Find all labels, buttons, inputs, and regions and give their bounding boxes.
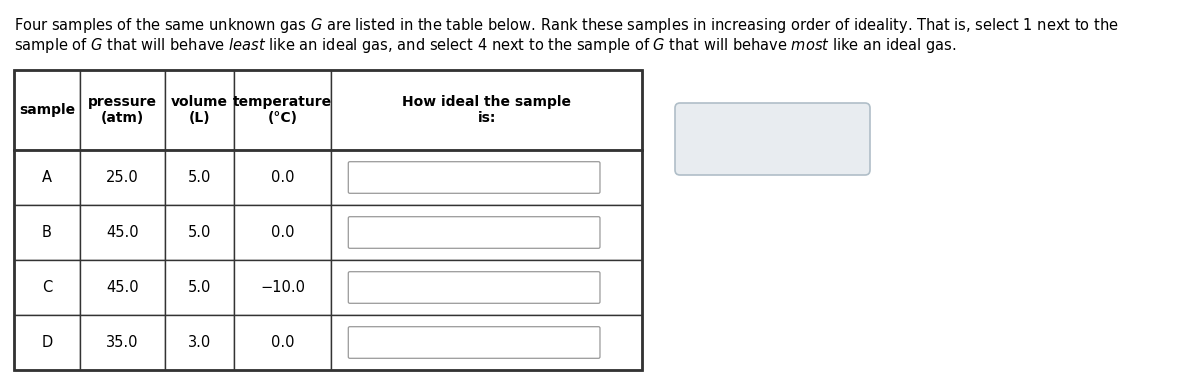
Bar — [80, 70, 164, 150]
FancyBboxPatch shape — [348, 217, 600, 248]
Text: (Choose one): (Choose one) — [410, 281, 498, 294]
Bar — [14, 70, 642, 370]
Bar — [234, 315, 331, 370]
Text: B: B — [42, 225, 52, 240]
Bar — [331, 315, 642, 370]
Text: How ideal the sample
is:: How ideal the sample is: — [402, 95, 571, 125]
Text: 5.0: 5.0 — [187, 170, 211, 185]
Text: 45.0: 45.0 — [106, 225, 139, 240]
Bar — [164, 70, 234, 150]
FancyBboxPatch shape — [348, 272, 600, 303]
Text: ?: ? — [827, 130, 836, 149]
Bar — [14, 70, 80, 150]
Text: 0.0: 0.0 — [271, 225, 294, 240]
Text: 3.0: 3.0 — [187, 335, 211, 350]
Bar — [164, 150, 234, 205]
Bar — [80, 315, 164, 370]
Bar — [14, 315, 80, 370]
FancyBboxPatch shape — [674, 103, 870, 175]
Text: D: D — [41, 335, 53, 350]
FancyBboxPatch shape — [348, 162, 600, 193]
Text: 25.0: 25.0 — [106, 170, 139, 185]
Text: (Choose one): (Choose one) — [410, 171, 498, 184]
Text: −10.0: −10.0 — [260, 280, 305, 295]
Text: ↺: ↺ — [764, 130, 781, 149]
Text: 0.0: 0.0 — [271, 335, 294, 350]
Bar — [331, 70, 642, 150]
Bar — [14, 260, 80, 315]
Bar — [80, 205, 164, 260]
Bar — [80, 260, 164, 315]
Text: (Choose one): (Choose one) — [410, 226, 498, 239]
Bar — [331, 260, 642, 315]
Text: pressure
(atm): pressure (atm) — [88, 95, 157, 125]
Bar — [14, 205, 80, 260]
Text: A: A — [42, 170, 52, 185]
Bar — [234, 260, 331, 315]
Text: 5.0: 5.0 — [187, 225, 211, 240]
Bar — [80, 150, 164, 205]
Bar — [234, 150, 331, 205]
Bar — [164, 315, 234, 370]
Bar — [234, 70, 331, 150]
Text: sample of $G$ that will behave $\it{least}$ like an ideal gas, and select 4 next: sample of $G$ that will behave $\it{leas… — [14, 36, 956, 55]
Text: temperature
(°C): temperature (°C) — [233, 95, 332, 125]
Text: ▼: ▼ — [565, 227, 572, 237]
Text: ▼: ▼ — [565, 338, 572, 348]
Text: ×: × — [706, 130, 721, 149]
Text: (Choose one): (Choose one) — [410, 336, 498, 349]
Text: sample: sample — [19, 103, 76, 117]
Text: ▼: ▼ — [565, 282, 572, 293]
Text: 35.0: 35.0 — [106, 335, 138, 350]
Text: 45.0: 45.0 — [106, 280, 139, 295]
Bar — [14, 150, 80, 205]
Bar — [164, 205, 234, 260]
Text: Four samples of the same unknown gas $G$ are listed in the table below. Rank the: Four samples of the same unknown gas $G$… — [14, 16, 1118, 35]
Bar — [331, 150, 642, 205]
Text: C: C — [42, 280, 52, 295]
Text: 5.0: 5.0 — [187, 280, 211, 295]
FancyBboxPatch shape — [348, 327, 600, 358]
Bar — [331, 205, 642, 260]
Bar — [234, 205, 331, 260]
Text: 0.0: 0.0 — [271, 170, 294, 185]
Bar — [164, 260, 234, 315]
Text: volume
(L): volume (L) — [170, 95, 228, 125]
Text: ▼: ▼ — [565, 173, 572, 182]
